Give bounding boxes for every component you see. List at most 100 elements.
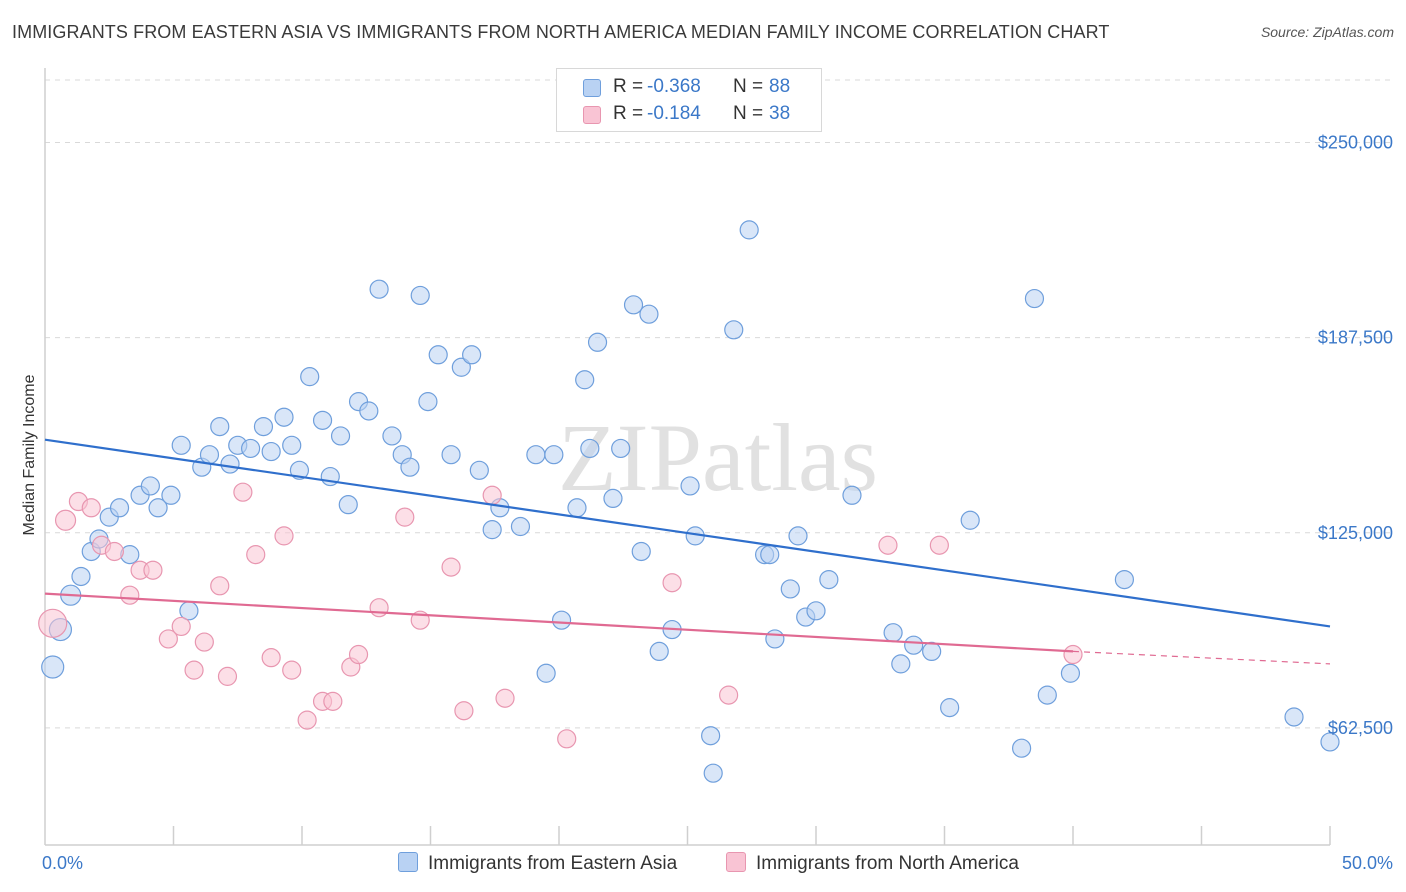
series-eastern-asia-points <box>41 220 1340 783</box>
data-point <box>71 566 91 587</box>
data-point <box>38 608 68 638</box>
legend-swatch-pink <box>583 106 601 124</box>
data-point <box>842 485 862 505</box>
trend-lines <box>44 438 1331 665</box>
trend-line-north-america-extension <box>1072 650 1331 665</box>
x-tick-label: 0.0% <box>42 853 83 873</box>
data-point <box>580 438 600 459</box>
data-point <box>54 509 77 531</box>
data-point <box>922 641 942 662</box>
legend-r-label: R = <box>613 76 644 97</box>
data-point <box>282 435 302 455</box>
correlation-legend: R = -0.368 N = 88 R = -0.184 N = 38 <box>556 68 822 132</box>
data-point <box>120 545 140 565</box>
y-tick-label: $125,000 <box>1318 523 1393 543</box>
data-point <box>662 573 682 593</box>
legend-r-label: R = <box>613 103 644 124</box>
data-point <box>1320 732 1340 752</box>
data-point <box>1284 707 1304 727</box>
data-point <box>1024 288 1045 309</box>
data-point <box>878 535 898 555</box>
data-point <box>623 295 644 315</box>
legend-series-label: Immigrants from Eastern Asia <box>428 853 678 874</box>
bottom-legend-north-america: Immigrants from North America <box>726 852 1019 875</box>
data-point <box>510 516 531 537</box>
data-point <box>220 454 240 474</box>
data-point <box>104 541 124 562</box>
data-point <box>603 488 623 509</box>
data-point <box>382 426 402 446</box>
data-point <box>1011 738 1032 758</box>
data-point <box>567 498 587 518</box>
legend-swatch-blue <box>583 79 601 97</box>
y-tick-label: $250,000 <box>1318 132 1393 152</box>
data-point <box>323 691 343 711</box>
data-point <box>536 663 556 683</box>
legend-swatch-pink <box>726 852 746 872</box>
x-tick-label: 50.0% <box>1342 853 1393 873</box>
data-point <box>462 345 482 365</box>
data-point <box>701 726 721 746</box>
data-point <box>158 629 178 649</box>
data-point <box>929 535 949 555</box>
data-point <box>724 320 744 340</box>
data-point <box>418 392 438 412</box>
data-point <box>210 416 230 437</box>
data-point <box>359 401 379 421</box>
data-point <box>171 435 191 455</box>
data-point <box>1063 644 1083 665</box>
data-point <box>739 220 759 240</box>
data-point <box>904 635 924 655</box>
data-point <box>41 655 65 679</box>
data-point <box>611 438 631 459</box>
data-point <box>703 763 723 783</box>
data-point <box>551 610 572 630</box>
data-point <box>806 601 826 621</box>
data-point <box>639 304 659 324</box>
data-point <box>454 701 474 721</box>
y-axis-label: Median Family Income <box>21 374 38 535</box>
y-tick-label: $62,500 <box>1328 718 1393 738</box>
data-point <box>631 541 651 562</box>
data-point <box>369 598 389 618</box>
data-point <box>171 616 191 637</box>
legend-r-value: -0.368 <box>647 76 701 97</box>
data-point <box>960 510 980 530</box>
legend-series-label: Immigrants from North America <box>756 853 1019 874</box>
legend-n-value: 38 <box>769 103 791 124</box>
data-point <box>482 520 502 540</box>
data-point <box>765 629 785 649</box>
data-point <box>312 410 333 430</box>
data-point <box>544 445 564 465</box>
data-point <box>161 485 181 505</box>
data-point <box>441 445 461 465</box>
data-point <box>575 370 595 390</box>
data-point <box>246 545 266 565</box>
data-point <box>330 426 351 446</box>
trend-line-eastern-asia <box>44 438 1331 628</box>
data-point <box>400 457 420 477</box>
data-point <box>253 416 274 437</box>
chart-title: IMMIGRANTS FROM EASTERN ASIA VS IMMIGRAN… <box>12 22 1110 42</box>
legend-swatch-blue <box>398 852 418 872</box>
data-point <box>428 345 448 365</box>
legend-n-label: N = <box>733 103 764 124</box>
data-point <box>194 632 214 652</box>
data-point <box>680 476 700 496</box>
data-point <box>143 560 163 580</box>
data-point <box>120 585 140 605</box>
data-point <box>719 685 739 705</box>
data-point <box>184 660 204 680</box>
data-point <box>348 644 369 665</box>
data-point <box>451 357 471 377</box>
data-point <box>300 367 320 387</box>
data-point <box>819 569 839 590</box>
data-point <box>410 285 430 306</box>
bottom-legend-eastern-asia: Immigrants from Eastern Asia <box>398 852 677 875</box>
data-point <box>649 641 669 662</box>
y-tick-label: $187,500 <box>1318 328 1393 348</box>
data-point <box>1114 569 1135 590</box>
data-point <box>495 688 515 708</box>
data-point <box>557 729 577 749</box>
